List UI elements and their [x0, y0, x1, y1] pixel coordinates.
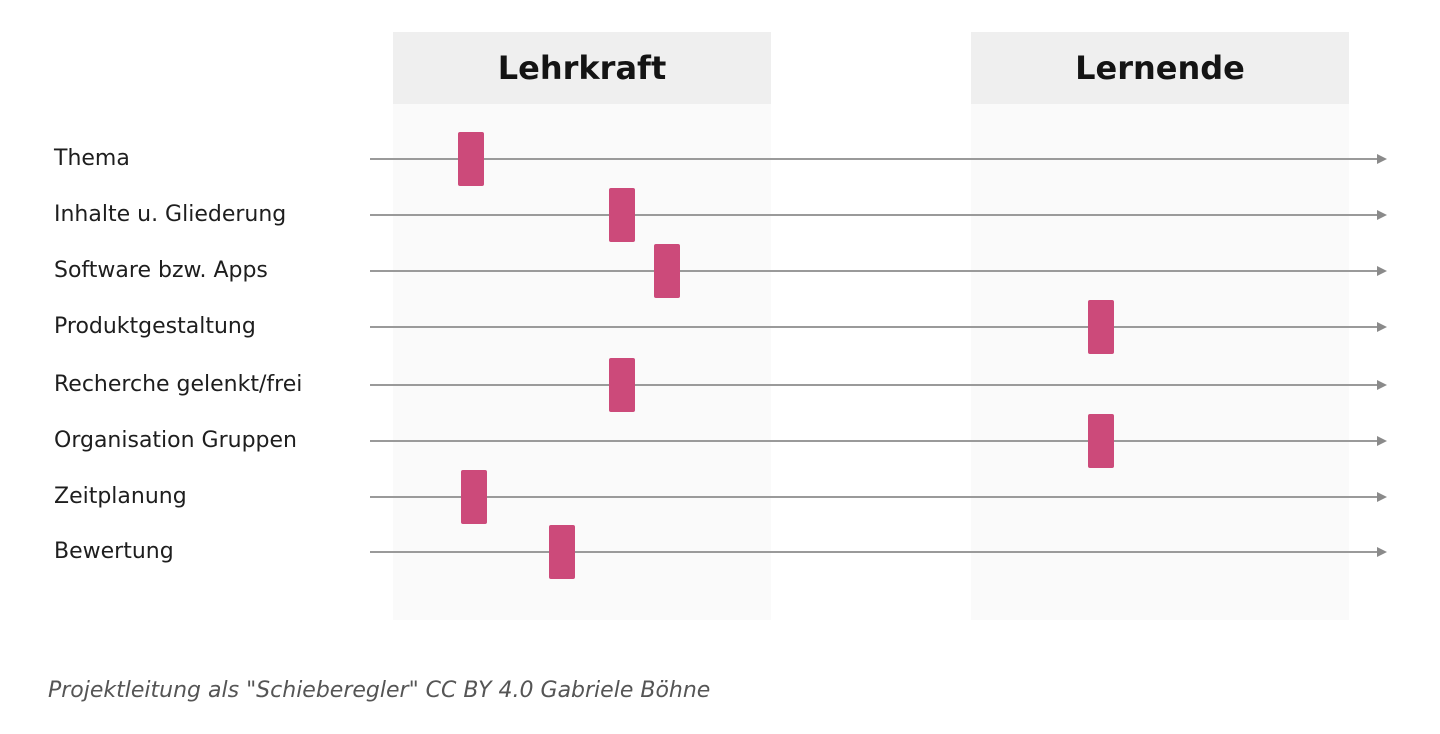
row-label: Bewertung	[54, 539, 174, 564]
slider-track	[370, 214, 1378, 216]
learners-column-header: Lernende	[971, 32, 1349, 104]
row-label: Organisation Gruppen	[54, 428, 297, 453]
slider-handle[interactable]	[457, 132, 484, 186]
slider-track	[370, 551, 1378, 553]
row-label: Software bzw. Apps	[54, 258, 268, 283]
row-label: Produktgestaltung	[54, 314, 256, 339]
row-label: Thema	[54, 146, 130, 171]
slider-handle[interactable]	[460, 470, 487, 524]
arrow-head-icon	[1377, 266, 1387, 276]
slider-handle[interactable]	[1087, 300, 1114, 354]
arrow-head-icon	[1377, 322, 1387, 332]
arrow-head-icon	[1377, 210, 1387, 220]
slider-track	[370, 496, 1378, 498]
slider-handle[interactable]	[548, 525, 575, 579]
arrow-head-icon	[1377, 547, 1387, 557]
row-label: Recherche gelenkt/frei	[54, 372, 303, 397]
arrow-head-icon	[1377, 436, 1387, 446]
image-caption: Projektleitung als "Schieberegler" CC BY…	[48, 678, 711, 703]
arrow-head-icon	[1377, 492, 1387, 502]
slider-handle[interactable]	[609, 358, 635, 412]
row-label: Zeitplanung	[54, 484, 187, 509]
slider-track	[370, 384, 1378, 386]
arrow-head-icon	[1377, 380, 1387, 390]
slider-handle[interactable]	[654, 244, 681, 298]
slider-track	[370, 440, 1378, 442]
slider-track	[370, 270, 1378, 272]
teacher-column-header: Lehrkraft	[393, 32, 771, 104]
slider-handle[interactable]	[609, 188, 635, 242]
slider-track	[370, 326, 1378, 328]
arrow-head-icon	[1377, 154, 1387, 164]
row-label: Inhalte u. Gliederung	[54, 202, 287, 227]
slider-handle[interactable]	[1087, 414, 1114, 468]
slider-track	[370, 158, 1378, 160]
